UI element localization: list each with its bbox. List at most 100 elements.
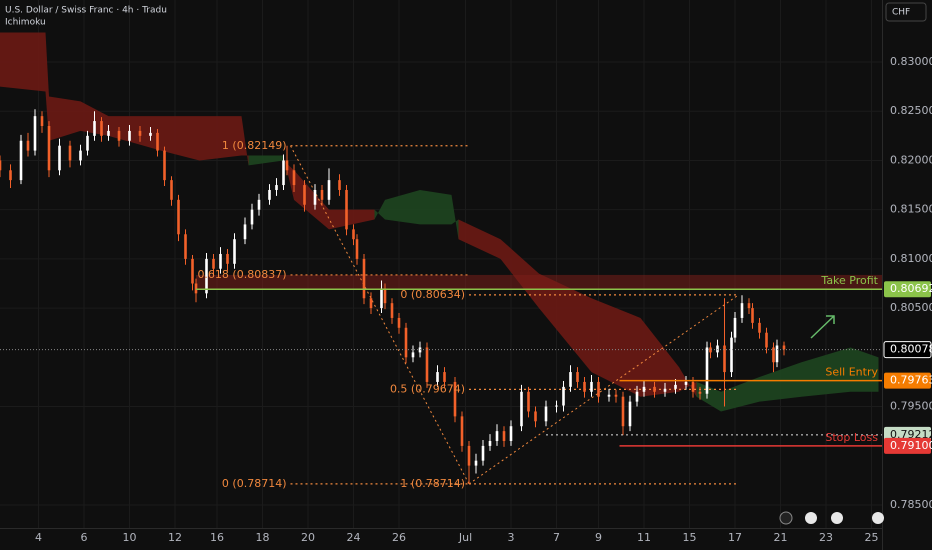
candle-body [747, 303, 751, 309]
price-label: 0.79763 [890, 374, 932, 387]
cloud-segment [759, 362, 802, 402]
candle-body [338, 180, 341, 190]
candle-body [226, 253, 229, 264]
candle-body [40, 116, 44, 126]
candle-body [205, 258, 208, 294]
candle-body [730, 337, 733, 373]
icon[interactable] [805, 512, 817, 524]
x-tick-label: 7 [553, 531, 560, 544]
candle-body [19, 140, 23, 181]
candle-body [635, 391, 639, 402]
candle-body [257, 199, 261, 210]
candle-body [138, 130, 142, 136]
candle-body [107, 130, 110, 136]
candle-body [481, 445, 485, 461]
candle-body [467, 445, 471, 466]
candle-body [544, 406, 548, 422]
cloud-segment [591, 298, 641, 397]
x-tick-label: 11 [637, 531, 651, 544]
cloud-segment [451, 194, 459, 240]
fib-label: 1 (0.78714) [400, 477, 465, 490]
fib-trend [290, 145, 470, 485]
cloud-segment [458, 219, 501, 259]
take-profit-zone [196, 274, 882, 290]
cloud-segment [640, 317, 679, 397]
candle-body [369, 298, 373, 309]
x-tick-label: 3 [508, 531, 515, 544]
candle-body [177, 199, 180, 235]
fib-label: 0 (0.78714) [222, 477, 287, 490]
candle-body [443, 372, 446, 382]
candle-body [607, 394, 611, 397]
candle-body [292, 170, 296, 186]
candle-body [194, 283, 198, 294]
x-tick-label: Jul [458, 531, 472, 544]
candle-body [303, 185, 306, 205]
candle-body [474, 460, 478, 466]
indicator-name: Ichimoku [5, 18, 46, 28]
candle-body [488, 440, 492, 446]
candle-body [79, 150, 82, 161]
y-tick-label: 0.79500 [890, 400, 932, 413]
level-name: Stop Loss [825, 431, 878, 444]
candle-body [93, 121, 96, 136]
cloud-segment [539, 273, 592, 373]
candle-body [621, 396, 625, 427]
candle-body [590, 381, 593, 392]
fib-label: 1 (0.82149) [222, 139, 287, 152]
candle-body [733, 317, 737, 338]
candle-body [313, 189, 317, 205]
level-name: Sell Entry [825, 366, 878, 379]
candle-body [362, 258, 366, 299]
x-tick-label: 15 [683, 531, 697, 544]
candle-body [782, 345, 786, 350]
x-tick-label: 18 [256, 531, 270, 544]
candle-body [527, 391, 530, 412]
candle-body [320, 189, 324, 200]
fib-label: 0.618 (0.80837) [197, 268, 286, 281]
candle-body [86, 135, 89, 151]
cloud-segment [45, 32, 49, 141]
x-tick-label: 21 [774, 531, 788, 544]
cloud-segment [49, 96, 81, 141]
candle-body [219, 253, 222, 269]
cloud-segment [420, 189, 452, 225]
candle-body [275, 185, 278, 190]
candle-body [380, 288, 383, 309]
candle-body [156, 132, 159, 151]
candle-body [723, 345, 726, 373]
candle-body [698, 391, 702, 394]
y-tick-label: 0.81500 [890, 203, 932, 216]
x-tick-label: 9 [595, 531, 602, 544]
icon[interactable] [872, 512, 884, 524]
candle-body [191, 258, 194, 284]
icon[interactable] [779, 511, 793, 525]
chart-title: U.S. Dollar / Swiss Franc · 4h · Tradu [5, 6, 167, 16]
x-tick-label: 16 [210, 531, 224, 544]
x-tick-label: 20 [301, 531, 315, 544]
candle-body [751, 308, 754, 323]
candle-body [327, 180, 331, 200]
candle-body [58, 145, 61, 171]
x-tick-label: 10 [123, 531, 137, 544]
y-tick-label: 0.82500 [890, 104, 932, 117]
candle-body [562, 386, 565, 406]
x-tick-label: 25 [865, 531, 879, 544]
cloud-segment [329, 209, 375, 230]
plot-area [0, 0, 882, 528]
candle-body [149, 132, 152, 136]
price-label: 0.79212 [890, 428, 932, 441]
candle-body [163, 150, 166, 181]
x-tick-label: 26 [392, 531, 406, 544]
candle-body [628, 401, 632, 427]
candle-body [684, 381, 688, 385]
candle-body [691, 381, 695, 392]
cloud-segment [241, 116, 249, 166]
candle-body [453, 381, 457, 417]
candle-body [355, 239, 359, 259]
x-tick-label: 24 [347, 531, 361, 544]
currency-box[interactable] [885, 2, 927, 22]
candle-body [282, 160, 285, 186]
icon[interactable] [831, 512, 843, 524]
